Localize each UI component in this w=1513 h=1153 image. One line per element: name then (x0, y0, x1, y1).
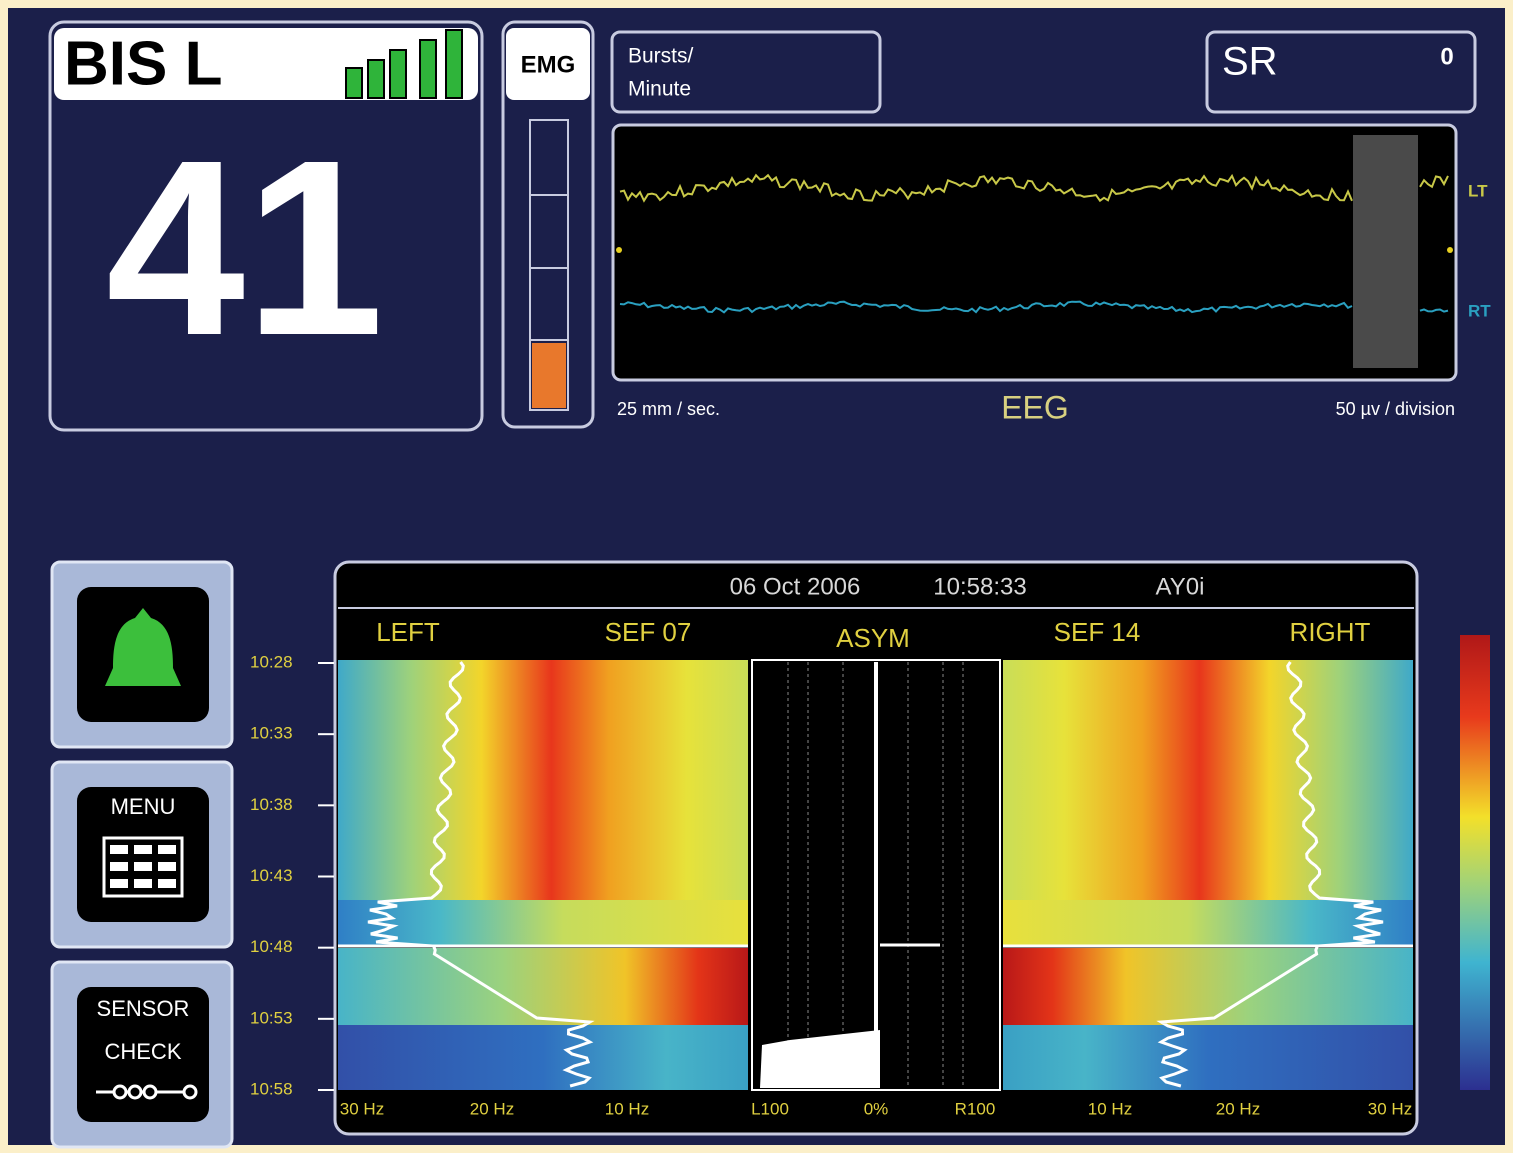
eeg-speed: 25 mm / sec. (617, 399, 720, 419)
color-scale (1460, 635, 1490, 1090)
sensor-check-button[interactable]: SENSOR CHECK (50, 960, 234, 1149)
time-label: 10:48 (250, 937, 293, 956)
freq-label: 10 Hz (605, 1099, 649, 1118)
bis-label: BIS L (64, 29, 222, 98)
eeg-channel: RT (1468, 301, 1491, 320)
eeg-cursor (1353, 135, 1418, 368)
time-label: 10:43 (250, 866, 293, 885)
freq-label: 0% (864, 1099, 889, 1118)
eeg-panel (611, 123, 1458, 382)
trend-header: RIGHT (1290, 617, 1371, 647)
freq-label: 20 Hz (1216, 1099, 1260, 1118)
eeg-scale: 50 µv / division (1336, 399, 1455, 419)
sr-value: 0 (1440, 43, 1453, 70)
eeg-trace-lt (619, 173, 1449, 203)
trend-date: 06 Oct 2006 (730, 573, 861, 600)
emg-segments (530, 194, 568, 341)
freq-label: 30 Hz (1368, 1099, 1412, 1118)
bursts-label: Minute (628, 78, 691, 101)
bursts-box (610, 30, 882, 114)
bis-value: 41 (106, 108, 384, 387)
eeg-channel: LT (1468, 181, 1488, 200)
time-ticks (318, 662, 334, 1091)
freq-label: 30 Hz (340, 1099, 384, 1118)
emg-header (506, 28, 590, 100)
emg-level (532, 343, 566, 408)
emg-label: EMG (521, 51, 576, 78)
freq-label: 20 Hz (470, 1099, 514, 1118)
trend-time: 10:58:33 (933, 573, 1026, 600)
time-label: 10:33 (250, 724, 293, 743)
eeg-title: EEG (1001, 389, 1069, 425)
menu-label: MENU (111, 794, 176, 819)
sr-label: SR (1222, 40, 1278, 84)
trend-header: SEF 14 (1054, 617, 1141, 647)
trend-header: ASYM (836, 623, 910, 653)
eeg-trace-rt (619, 300, 1449, 314)
time-label: 10:28 (250, 652, 293, 671)
time-label: 10:58 (250, 1079, 293, 1098)
freq-label: R100 (955, 1099, 996, 1118)
alarm-button[interactable] (50, 560, 234, 749)
eeg-marker (616, 247, 622, 253)
eeg-marker (1447, 247, 1453, 253)
emg-box (501, 20, 595, 429)
time-label: 10:38 (250, 795, 293, 814)
time-label: 10:53 (250, 1008, 293, 1027)
signal-bars (345, 29, 463, 99)
freq-label: L100 (751, 1099, 789, 1118)
trend-header: SEF 07 (605, 617, 692, 647)
sensor-label: SENSOR (97, 996, 190, 1021)
menu-button[interactable]: MENU (50, 760, 234, 949)
freq-label: 10 Hz (1088, 1099, 1132, 1118)
bis-box (48, 20, 484, 432)
spectrogram (338, 660, 1413, 1090)
trend-header: LEFT (376, 617, 440, 647)
asym-panel (751, 659, 1001, 1091)
bursts-label: Bursts/ (628, 45, 694, 68)
trend-code: AY0i (1156, 573, 1205, 600)
sr-box (1205, 30, 1477, 114)
sensor-label: CHECK (104, 1039, 181, 1064)
